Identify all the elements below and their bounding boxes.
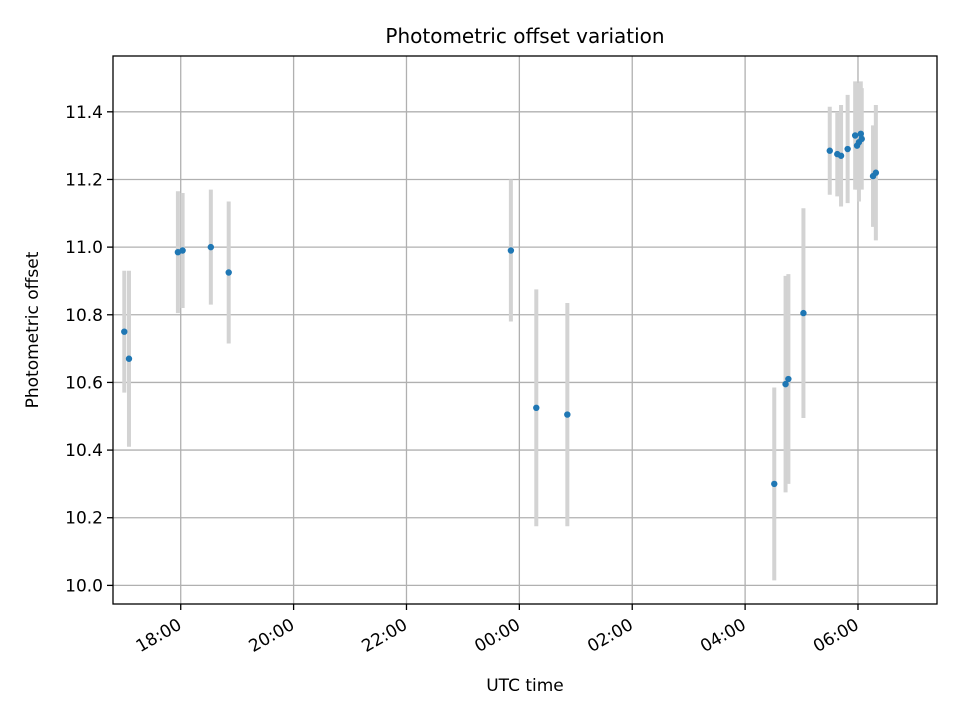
data-point (225, 269, 232, 276)
data-point (857, 130, 865, 138)
error-bars (122, 81, 878, 581)
y-tick-label: 10.8 (65, 306, 103, 326)
data-point (785, 375, 792, 383)
x-tick-label: 18:00 (133, 615, 185, 657)
plot-frame (112, 55, 938, 605)
data-point (121, 328, 128, 335)
x-tick-label: 02:00 (584, 615, 636, 657)
x-tick-label: 22:00 (359, 615, 411, 657)
data-point (125, 355, 133, 362)
y-tick-label: 11.2 (65, 170, 103, 190)
x-tick-label: 20:00 (246, 615, 298, 657)
data-point (771, 480, 778, 488)
y-axis-label: Photometric offset (23, 251, 43, 408)
data-point (826, 147, 833, 154)
y-tick-label: 10.4 (65, 441, 103, 461)
data-point (782, 380, 789, 388)
data-point (858, 135, 865, 143)
data-point (533, 404, 540, 412)
y-tick-label: 10.6 (65, 373, 103, 393)
axis-ticks: 10.0 10.2 10.4 10.6 10.8 11.0 11.2 11.4 18:00 20:… (65, 103, 862, 657)
x-axis-label: UTC time (486, 676, 564, 696)
data-point (837, 152, 845, 159)
data-point (844, 145, 851, 153)
data-point (872, 169, 880, 176)
x-tick-label: 00:00 (471, 615, 523, 657)
x-tick-label: 06:00 (810, 615, 862, 657)
data-point (800, 309, 807, 317)
chart-title: Photometric offset variation (385, 24, 664, 48)
data-point (564, 411, 571, 418)
data-point (507, 247, 515, 254)
y-tick-label: 11.0 (65, 238, 103, 258)
y-tick-label: 10.2 (65, 509, 103, 529)
data-point (207, 243, 215, 251)
grid (113, 56, 937, 604)
x-tick-label: 04:00 (697, 615, 749, 657)
data-point (179, 247, 186, 254)
y-tick-label: 10.0 (65, 576, 103, 596)
y-tick-label: 11.4 (65, 103, 103, 123)
data-point (851, 132, 859, 139)
data-points (121, 130, 880, 488)
